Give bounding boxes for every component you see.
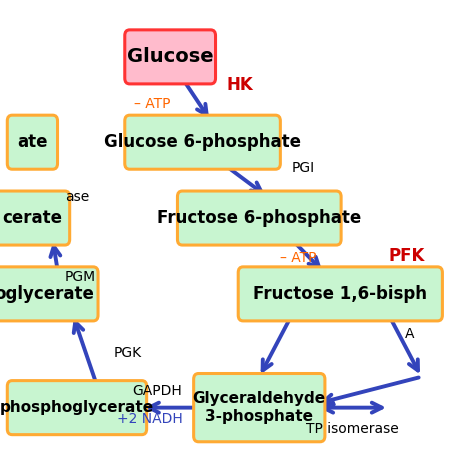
FancyBboxPatch shape <box>177 191 341 245</box>
FancyBboxPatch shape <box>0 191 70 245</box>
Text: +2 NADH: +2 NADH <box>117 412 182 427</box>
Text: Fructose 6-phosphate: Fructose 6-phosphate <box>157 209 361 227</box>
FancyBboxPatch shape <box>0 267 98 321</box>
Text: PGK: PGK <box>113 346 142 360</box>
Text: – ATP: – ATP <box>134 97 170 111</box>
Text: ate: ate <box>17 133 48 151</box>
FancyBboxPatch shape <box>7 381 146 435</box>
Text: – ATP: – ATP <box>280 251 316 265</box>
Text: phosphoglycerate: phosphoglycerate <box>0 400 154 415</box>
Text: oglycerate: oglycerate <box>0 285 94 303</box>
Text: PGM: PGM <box>65 270 96 284</box>
FancyBboxPatch shape <box>194 374 325 442</box>
Text: HK: HK <box>227 76 254 94</box>
Text: PFK: PFK <box>389 247 425 265</box>
Text: cerate: cerate <box>2 209 63 227</box>
Text: TP isomerase: TP isomerase <box>306 422 399 436</box>
Text: A: A <box>405 327 415 341</box>
Text: Glyceraldehyde
3-phosphate: Glyceraldehyde 3-phosphate <box>193 392 326 424</box>
Text: Fructose 1,6-bisph: Fructose 1,6-bisph <box>253 285 427 303</box>
Text: PGI: PGI <box>292 161 315 175</box>
FancyBboxPatch shape <box>125 30 216 84</box>
FancyBboxPatch shape <box>125 115 280 169</box>
Text: GAPDH: GAPDH <box>133 384 182 398</box>
Text: Glucose: Glucose <box>127 47 213 66</box>
Text: Glucose 6-phosphate: Glucose 6-phosphate <box>104 133 301 151</box>
Text: ase: ase <box>65 190 89 204</box>
FancyBboxPatch shape <box>238 267 442 321</box>
FancyBboxPatch shape <box>7 115 57 169</box>
